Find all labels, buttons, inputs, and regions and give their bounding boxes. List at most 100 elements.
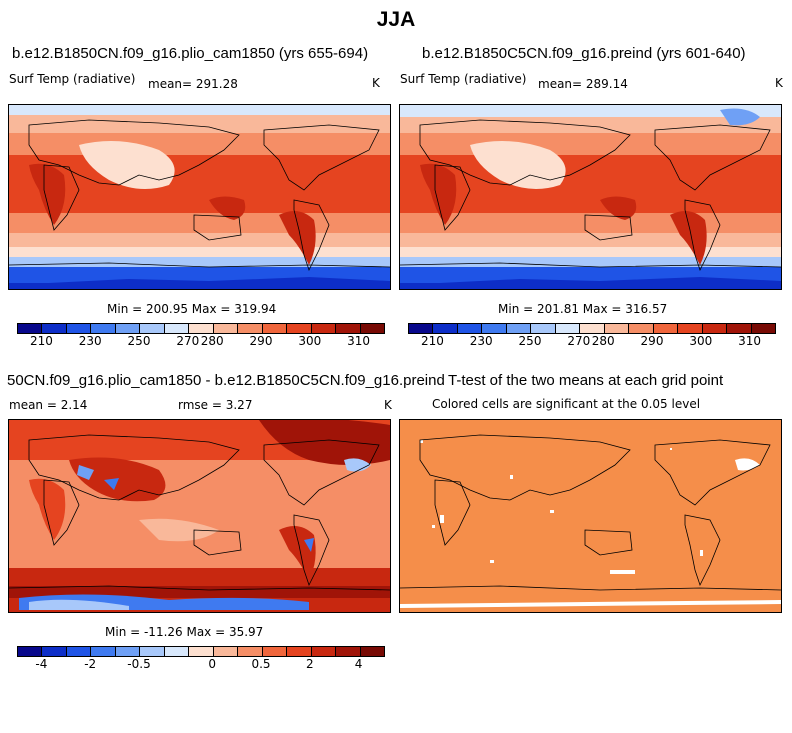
- colorbar-swatch: [189, 647, 214, 656]
- colorbar-swatch: [164, 324, 190, 333]
- panel1-mean: mean= 291.28: [148, 77, 238, 91]
- panel3-colorbar-labels: -4 -2 -0.5 0 0.5 2 4: [17, 657, 383, 671]
- panel2-map: [399, 104, 782, 290]
- colorbar-tick-label: 230: [469, 334, 493, 348]
- colorbar-tick-label: 250: [518, 334, 542, 348]
- colorbar-swatch: [311, 647, 337, 656]
- colorbar-swatch: [360, 647, 385, 656]
- colorbar-swatch: [409, 324, 434, 333]
- colorbar-swatch: [140, 324, 165, 333]
- panel1-title: b.e12.B1850CN.f09_g16.plio_cam1850 (yrs …: [12, 45, 369, 62]
- panel2-mean: mean= 289.14: [538, 77, 628, 91]
- panel1-colorbar-labels: 210 230 250 270 280 290 300 310: [17, 334, 383, 348]
- panel3-units: K: [384, 398, 392, 412]
- page-title: JJA: [376, 8, 416, 31]
- colorbar-swatch: [287, 647, 312, 656]
- colorbar-tick-label: 310: [738, 334, 762, 348]
- colorbar-swatch: [531, 324, 556, 333]
- temperature-field-preind: [400, 105, 781, 289]
- panel3-mean: mean = 2.14: [9, 398, 88, 412]
- colorbar-swatch: [262, 647, 288, 656]
- panel3-minmax: Min = -11.26 Max = 35.97: [105, 625, 264, 639]
- colorbar-tick-label: 290: [640, 334, 664, 348]
- colorbar-swatch: [678, 324, 703, 333]
- colorbar-swatch: [336, 324, 361, 333]
- colorbar-swatch: [18, 324, 43, 333]
- colorbar-swatch: [42, 647, 67, 656]
- colorbar-tick-label: 270: [567, 334, 591, 348]
- panel2-minmax: Min = 201.81 Max = 316.57: [498, 302, 668, 316]
- colorbar-swatch: [140, 647, 165, 656]
- colorbar-tick-label: -2: [84, 657, 97, 671]
- colorbar-tick-label: 290: [249, 334, 273, 348]
- temperature-difference-field: [9, 420, 390, 612]
- colorbar-swatch: [580, 324, 605, 333]
- panel4-subtitle: Colored cells are significant at the 0.0…: [432, 397, 701, 411]
- colorbar-swatch: [66, 324, 92, 333]
- colorbar-swatch: [336, 647, 361, 656]
- colorbar-swatch: [287, 324, 312, 333]
- colorbar-swatch: [702, 324, 728, 333]
- colorbar-swatch: [115, 647, 141, 656]
- colorbar-swatch: [555, 324, 581, 333]
- colorbar-tick-label: 2: [305, 657, 314, 671]
- colorbar-tick-label: 270: [176, 334, 200, 348]
- colorbar-swatch: [213, 324, 239, 333]
- panel2-units: K: [775, 76, 783, 90]
- colorbar-tick-label: -0.5: [127, 657, 151, 671]
- significance-field: [400, 420, 781, 612]
- colorbar-tick-label: 250: [127, 334, 151, 348]
- colorbar-swatch: [115, 324, 141, 333]
- colorbar-swatch: [91, 647, 116, 656]
- colorbar-tick-label: 210: [29, 334, 53, 348]
- panel1-variable-label: Surf Temp (radiative): [9, 72, 136, 86]
- colorbar-swatch: [482, 324, 507, 333]
- colorbar-tick-label: 0: [208, 657, 217, 671]
- colorbar-swatch: [604, 324, 630, 333]
- colorbar-swatch: [238, 324, 263, 333]
- panel2-title: b.e12.B1850C5CN.f09_g16.preind (yrs 601-…: [422, 45, 746, 62]
- colorbar-tick-label: 0.5: [251, 657, 271, 671]
- colorbar-tick-label: 230: [78, 334, 102, 348]
- panel1-units: K: [372, 76, 380, 90]
- panel2-colorbar: [408, 323, 776, 334]
- panel3-rmse: rmse = 3.27: [178, 398, 253, 412]
- colorbar-swatch: [91, 324, 116, 333]
- colorbar-tick-label: 210: [420, 334, 444, 348]
- colorbar-tick-label: 280: [200, 334, 224, 348]
- colorbar-swatch: [457, 324, 483, 333]
- panel3-title: 50CN.f09_g16.plio_cam1850 - b.e12.B1850C…: [7, 372, 445, 389]
- panel4-title: T-test of the two means at each grid poi…: [448, 372, 724, 389]
- colorbar-swatch: [311, 324, 337, 333]
- colorbar-swatch: [262, 324, 288, 333]
- colorbar-swatch: [42, 324, 67, 333]
- colorbar-tick-label: 300: [298, 334, 322, 348]
- colorbar-swatch: [66, 647, 92, 656]
- colorbar-swatch: [433, 324, 458, 333]
- colorbar-tick-label: -4: [35, 657, 48, 671]
- colorbar-tick-label: 310: [347, 334, 371, 348]
- colorbar-swatch: [653, 324, 679, 333]
- panel2-colorbar-labels: 210 230 250 270 280 290 300 310: [408, 334, 774, 348]
- colorbar-swatch: [213, 647, 239, 656]
- colorbar-swatch: [751, 324, 776, 333]
- colorbar-swatch: [189, 324, 214, 333]
- colorbar-swatch: [238, 647, 263, 656]
- colorbar-swatch: [18, 647, 43, 656]
- colorbar-tick-label: 300: [689, 334, 713, 348]
- colorbar-swatch: [506, 324, 532, 333]
- colorbar-swatch: [360, 324, 385, 333]
- colorbar-tick-label: 4: [354, 657, 363, 671]
- panel3-colorbar: [17, 646, 385, 657]
- temperature-field-plio: [9, 105, 390, 289]
- colorbar-swatch: [164, 647, 190, 656]
- panel1-colorbar: [17, 323, 385, 334]
- panel1-minmax: Min = 200.95 Max = 319.94: [107, 302, 277, 316]
- colorbar-tick-label: 280: [591, 334, 615, 348]
- panel4-map: [399, 419, 782, 613]
- panel3-map: [8, 419, 391, 613]
- panel2-variable-label: Surf Temp (radiative): [400, 72, 527, 86]
- panel1-map: [8, 104, 391, 290]
- colorbar-swatch: [629, 324, 654, 333]
- colorbar-swatch: [727, 324, 752, 333]
